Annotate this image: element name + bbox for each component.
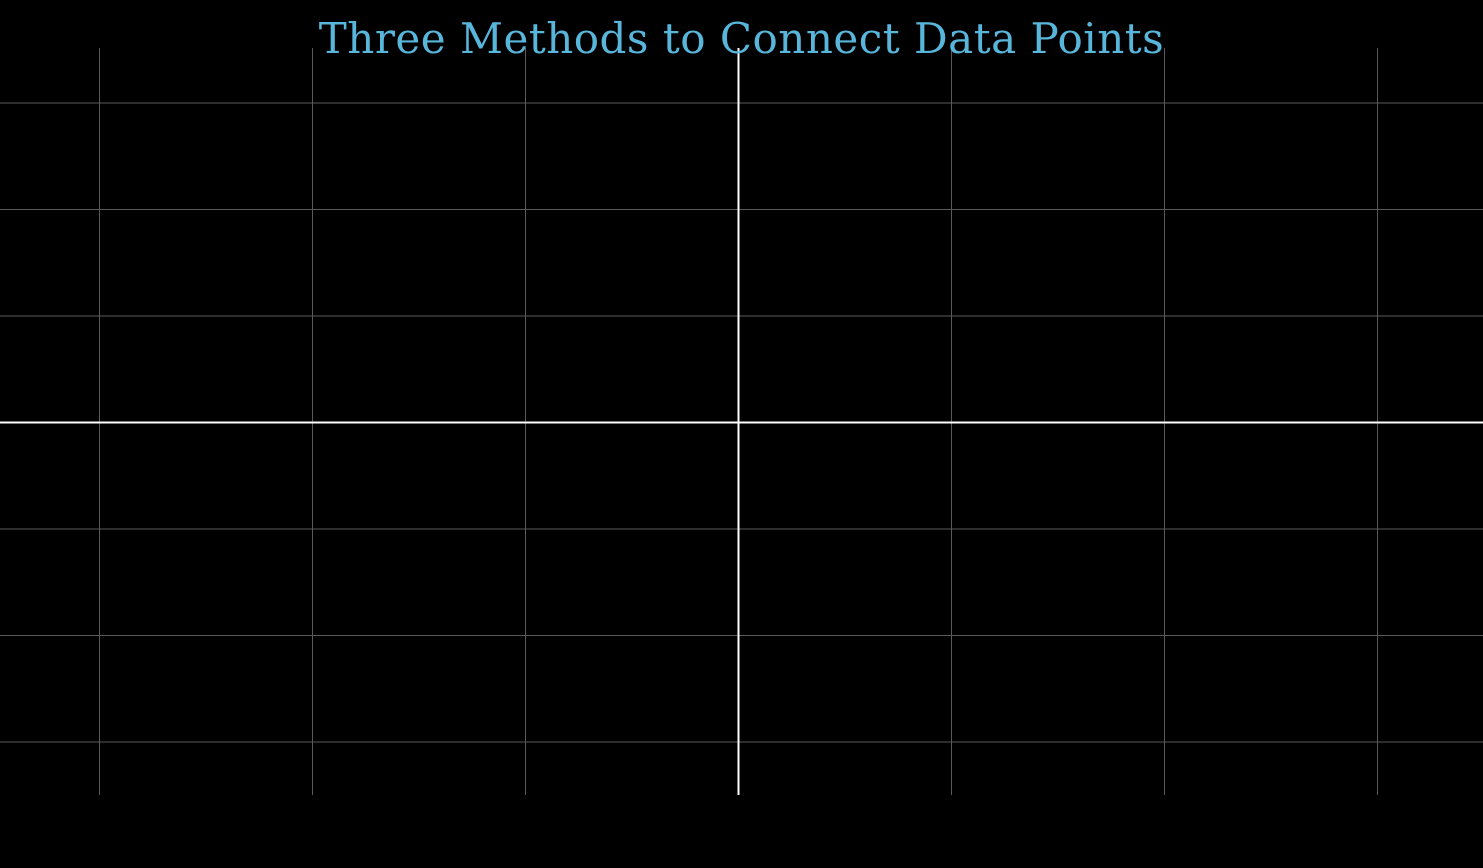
grid-horizontal-lines [0,102,1483,743]
diagram-title: Three Methods to Connect Data Points [318,14,1165,63]
